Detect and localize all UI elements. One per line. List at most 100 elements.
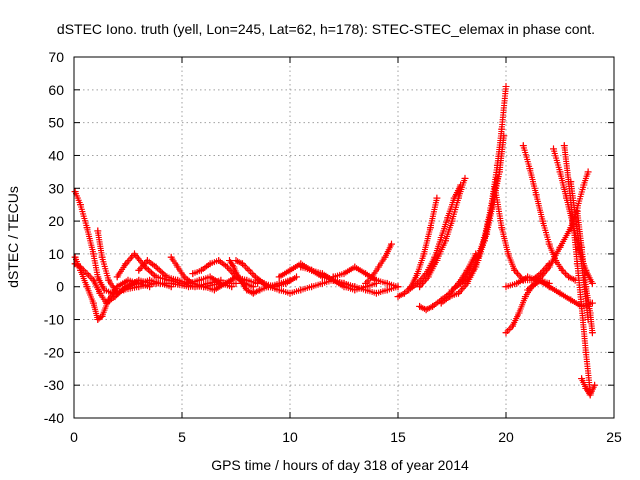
y-tick-label: 60 bbox=[48, 82, 64, 98]
data-point bbox=[167, 283, 175, 291]
data-point bbox=[448, 286, 456, 294]
data-point bbox=[444, 214, 452, 222]
series-10 bbox=[254, 276, 348, 297]
data-point bbox=[340, 279, 348, 287]
y-tick-label: 70 bbox=[48, 49, 64, 65]
data-point bbox=[519, 142, 527, 150]
data-point bbox=[362, 286, 370, 294]
data-point bbox=[297, 263, 305, 271]
data-point bbox=[156, 279, 164, 287]
data-point bbox=[383, 279, 391, 287]
data-point bbox=[71, 253, 79, 261]
data-point bbox=[491, 184, 499, 192]
data-point bbox=[446, 293, 454, 301]
data-point bbox=[580, 181, 588, 189]
data-point bbox=[578, 302, 586, 310]
data-point bbox=[442, 237, 449, 245]
data-point bbox=[381, 253, 389, 261]
data-point bbox=[502, 283, 510, 291]
data-point bbox=[534, 276, 542, 284]
data-point bbox=[135, 266, 143, 274]
series-3 bbox=[94, 227, 175, 297]
data-point bbox=[582, 385, 590, 392]
data-point bbox=[135, 279, 143, 287]
data-point bbox=[146, 276, 154, 284]
data-point bbox=[94, 273, 102, 281]
data-point bbox=[308, 283, 316, 291]
data-point bbox=[465, 266, 473, 274]
y-tick-label: -10 bbox=[44, 312, 64, 328]
data-point bbox=[71, 260, 79, 268]
data-point bbox=[189, 279, 197, 287]
data-point bbox=[524, 273, 532, 281]
data-point bbox=[94, 227, 102, 235]
series-31 bbox=[502, 273, 596, 310]
data-point bbox=[230, 263, 238, 271]
data-point bbox=[545, 240, 553, 248]
series-15 bbox=[362, 240, 395, 287]
data-point bbox=[578, 375, 586, 383]
series-14 bbox=[340, 279, 402, 297]
data-point bbox=[308, 266, 316, 274]
x-tick-label: 20 bbox=[498, 429, 514, 445]
series-markers bbox=[561, 142, 594, 395]
data-point bbox=[372, 276, 380, 284]
data-point bbox=[588, 279, 596, 287]
data-point bbox=[174, 263, 182, 271]
data-point bbox=[362, 279, 370, 287]
y-tick-label: 20 bbox=[48, 213, 64, 229]
data-point bbox=[500, 132, 508, 140]
data-point bbox=[413, 270, 421, 278]
series-5 bbox=[135, 257, 236, 291]
data-point bbox=[206, 273, 214, 281]
chart-title: dSTEC Iono. truth (yell, Lon=245, Lat=62… bbox=[57, 21, 595, 37]
data-point bbox=[424, 273, 432, 281]
y-tick-label: 40 bbox=[48, 147, 64, 163]
data-point bbox=[515, 309, 523, 317]
series-29 bbox=[573, 207, 596, 337]
y-axis-label: dSTEC / TECUs bbox=[5, 186, 21, 288]
data-point bbox=[124, 276, 132, 284]
series-markers bbox=[492, 185, 553, 284]
data-point bbox=[556, 168, 564, 176]
data-point bbox=[293, 273, 300, 281]
data-point bbox=[89, 299, 97, 307]
series-22 bbox=[459, 174, 501, 284]
y-tick-label: 10 bbox=[48, 246, 64, 262]
data-point bbox=[416, 302, 424, 310]
data-point bbox=[448, 217, 456, 225]
data-point bbox=[586, 309, 594, 317]
data-point bbox=[420, 250, 428, 258]
data-point bbox=[582, 283, 590, 291]
data-point bbox=[96, 289, 104, 297]
data-point bbox=[286, 266, 294, 274]
data-point bbox=[532, 191, 540, 199]
data-point bbox=[340, 270, 348, 278]
data-point bbox=[588, 329, 596, 337]
data-point bbox=[254, 276, 262, 284]
y-tick-label: 30 bbox=[48, 180, 64, 196]
data-point bbox=[232, 257, 240, 264]
data-point bbox=[416, 283, 424, 291]
data-point bbox=[239, 260, 246, 268]
series-7 bbox=[189, 257, 257, 291]
data-point bbox=[83, 224, 91, 232]
data-point bbox=[249, 283, 257, 291]
data-point bbox=[372, 289, 380, 297]
data-point bbox=[89, 276, 97, 284]
data-point bbox=[461, 174, 469, 182]
x-tick-label: 5 bbox=[178, 429, 186, 445]
data-point bbox=[433, 257, 441, 264]
data-point bbox=[83, 270, 91, 278]
data-point bbox=[375, 263, 383, 271]
data-point bbox=[206, 260, 214, 268]
data-point bbox=[513, 279, 521, 287]
data-point bbox=[401, 289, 408, 297]
data-point bbox=[124, 283, 132, 291]
series-markers bbox=[94, 227, 175, 297]
data-point bbox=[578, 243, 586, 251]
x-tick-label: 25 bbox=[606, 429, 622, 445]
data-point bbox=[351, 283, 359, 291]
data-point bbox=[256, 286, 264, 294]
